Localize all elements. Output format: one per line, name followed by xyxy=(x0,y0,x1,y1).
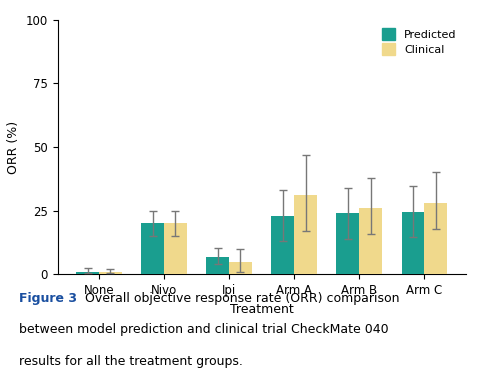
Bar xyxy=(76,272,99,274)
Text: results for all the treatment groups.: results for all the treatment groups. xyxy=(19,355,243,368)
Legend: Predicted, Clinical: Predicted, Clinical xyxy=(379,25,460,58)
Bar xyxy=(424,203,447,274)
Text: Overall objective response rate (ORR) comparison: Overall objective response rate (ORR) co… xyxy=(73,292,400,305)
Text: between model prediction and clinical trial CheckMate 040: between model prediction and clinical tr… xyxy=(19,323,389,336)
Bar xyxy=(401,212,424,274)
Bar xyxy=(271,216,294,274)
Bar xyxy=(141,223,164,274)
Text: Figure 3: Figure 3 xyxy=(19,292,77,305)
Bar xyxy=(206,257,229,274)
Bar xyxy=(336,213,359,274)
Y-axis label: ORR (%): ORR (%) xyxy=(7,120,20,174)
Bar xyxy=(164,223,187,274)
Bar xyxy=(99,272,122,274)
Bar xyxy=(229,262,252,274)
Bar xyxy=(359,208,382,274)
Bar xyxy=(294,196,317,274)
X-axis label: Treatment: Treatment xyxy=(230,303,293,316)
